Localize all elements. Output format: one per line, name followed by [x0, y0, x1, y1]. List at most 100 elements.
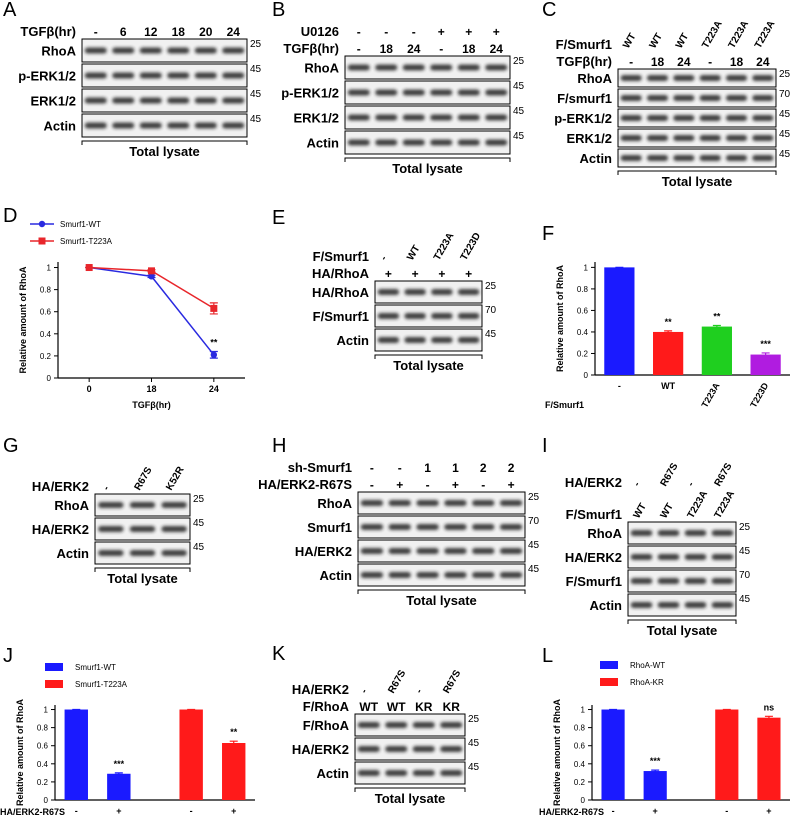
band — [457, 313, 480, 319]
footer-bracket — [81, 140, 248, 145]
mw-marker: 45 — [485, 329, 497, 340]
lane-label: 20 — [199, 25, 213, 39]
band — [699, 155, 721, 161]
lane-label: - — [370, 478, 374, 492]
legend-label: RhoA-KR — [630, 678, 664, 687]
header-label: U0126 — [301, 24, 339, 39]
band — [752, 115, 774, 121]
panel-letter: G — [3, 435, 19, 457]
band — [657, 578, 680, 584]
bar — [701, 326, 732, 375]
footer-label: Total lysate — [406, 593, 477, 608]
lane-label: + — [438, 25, 445, 39]
header-label: HA/ERK2-R67S — [258, 477, 352, 492]
band — [222, 47, 245, 54]
y-tick-label: 1 — [47, 264, 52, 273]
lane-label: - — [101, 484, 112, 492]
band — [657, 530, 680, 536]
panel-letter: F — [542, 223, 554, 245]
lane-label: R67S — [659, 461, 681, 488]
x-tick-label: - — [618, 381, 621, 391]
footer-label: Total lysate — [107, 571, 178, 586]
band — [485, 139, 508, 146]
band — [416, 500, 439, 506]
legend-swatch — [45, 680, 63, 688]
band — [161, 502, 187, 508]
band — [725, 95, 748, 101]
blot-strip — [617, 88, 777, 108]
blot-strip — [81, 63, 248, 88]
point — [85, 264, 93, 272]
lane-label: + — [385, 267, 392, 281]
band — [485, 64, 508, 71]
mw-marker: 45 — [739, 594, 751, 605]
lane-label: T223A — [753, 19, 778, 50]
band — [699, 95, 721, 101]
mw-marker: 45 — [779, 149, 791, 160]
header-label: F/Smurf1 — [566, 507, 622, 522]
band — [412, 722, 435, 728]
x-tick-label: T223D — [748, 381, 770, 410]
y-tick-label: 0.6 — [40, 308, 52, 317]
lane-label: - — [378, 254, 389, 262]
lane-label: - — [412, 25, 416, 39]
band — [416, 572, 439, 578]
band — [388, 524, 411, 530]
bar — [757, 717, 781, 800]
row-label: HA/ERK2 — [32, 522, 89, 537]
band — [630, 602, 653, 608]
band — [139, 47, 162, 54]
lane-label: 18 — [730, 55, 744, 69]
band — [752, 95, 774, 101]
band — [444, 524, 467, 530]
band — [347, 114, 370, 121]
mw-marker: 45 — [528, 564, 540, 575]
mw-marker: 25 — [193, 494, 205, 505]
band — [129, 526, 156, 532]
blot-strip — [357, 539, 526, 563]
band — [620, 75, 642, 81]
row-label: RhoA — [587, 526, 622, 541]
panel-letter: L — [542, 645, 553, 667]
lane-label: 18 — [462, 42, 476, 56]
band — [725, 155, 748, 161]
row-label: Actin — [590, 598, 623, 613]
footer-bracket — [94, 567, 191, 572]
band — [620, 155, 642, 161]
band — [84, 97, 107, 104]
band — [646, 155, 669, 161]
error-bar — [114, 772, 123, 776]
blot-strip — [354, 761, 466, 785]
bar — [715, 709, 739, 800]
lane-label: WT — [405, 244, 422, 263]
band — [139, 72, 162, 79]
row-label: ERK1/2 — [566, 131, 612, 146]
band — [711, 554, 734, 560]
row-label: ERK1/2 — [30, 94, 76, 109]
row-label: Actin — [337, 333, 370, 348]
lane-label: 6 — [120, 25, 127, 39]
y-axis-label: Relative amount of RhoA — [552, 699, 562, 807]
footer-bracket — [357, 589, 526, 594]
point — [148, 267, 155, 275]
mw-marker: 70 — [528, 516, 540, 527]
band — [684, 578, 707, 584]
legend-label: Smurf1-T223A — [60, 237, 113, 246]
band — [388, 572, 411, 578]
legend-marker — [38, 220, 46, 228]
blot-strip — [374, 328, 483, 352]
band — [375, 114, 398, 121]
lane-label: 18 — [172, 25, 186, 39]
band — [440, 770, 463, 776]
significance: ** — [210, 337, 218, 347]
band — [430, 64, 453, 71]
y-axis-label: Relative amount of RhoA — [555, 265, 565, 373]
band — [377, 289, 400, 295]
lane-label: + — [452, 478, 459, 492]
x-tick-label: + — [766, 806, 771, 816]
band — [347, 64, 370, 71]
point — [148, 273, 155, 280]
footer-bracket — [354, 787, 466, 792]
band — [699, 75, 721, 81]
